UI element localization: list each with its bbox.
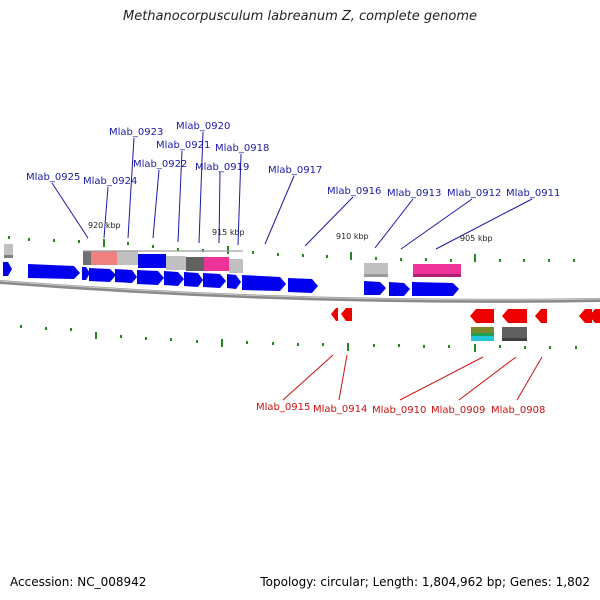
scale-label-910kbp: 910 kbp [336, 232, 369, 241]
reverse-scale-ticks [20, 325, 577, 352]
gene-label-mlab-0925[interactable]: Mlab_0925 [26, 172, 80, 183]
forward-feature-track [4, 244, 461, 277]
forward-gene-arrow[interactable] [82, 267, 90, 280]
forward-gene-arrow[interactable] [115, 269, 137, 283]
forward-gene-arrow[interactable] [412, 282, 459, 296]
forward-genes [3, 262, 459, 296]
gene-label-mlab-0921[interactable]: Mlab_0921 [156, 140, 210, 151]
feature-block[interactable] [138, 254, 166, 268]
feature-block-shadow [413, 274, 461, 277]
feature-block[interactable] [204, 257, 229, 271]
gene-label-mlab-0919[interactable]: Mlab_0919 [195, 162, 249, 173]
gene-label-mlab-0920[interactable]: Mlab_0920 [176, 121, 230, 132]
feature-block[interactable] [471, 336, 494, 341]
reverse-gene-arrow[interactable] [579, 309, 592, 323]
gene-label-mlab-0908[interactable]: Mlab_0908 [491, 405, 545, 416]
scale-label-905kbp: 905 kbp [460, 234, 493, 243]
feature-block[interactable] [4, 244, 13, 258]
feature-track-top-edge [83, 250, 243, 252]
gene-label-mlab-0914[interactable]: Mlab_0914 [313, 404, 367, 415]
gene-label-mlab-0922[interactable]: Mlab_0922 [133, 159, 187, 170]
gene-label-mlab-0912[interactable]: Mlab_0912 [447, 188, 501, 199]
genome-backbone [0, 280, 600, 303]
gene-label-mlab-0913[interactable]: Mlab_0913 [387, 188, 441, 199]
forward-gene-arrow[interactable] [28, 264, 80, 279]
feature-block[interactable] [471, 333, 494, 336]
gene-label-mlab-0924[interactable]: Mlab_0924 [83, 176, 137, 187]
feature-block-shadow [4, 255, 13, 258]
feature-block[interactable] [502, 327, 527, 341]
forward-gene-arrow[interactable] [389, 282, 410, 296]
genome-backbone-highlight [0, 280, 600, 301]
feature-block[interactable] [186, 257, 204, 271]
scale-label-915kbp: 915 kbp [212, 228, 245, 237]
feature-block[interactable] [471, 327, 494, 333]
forward-gene-arrow[interactable] [184, 272, 203, 287]
page-title: Methanocorpusculum labreanum Z, complete… [123, 9, 477, 24]
gene-label-mlab-0918[interactable]: Mlab_0918 [215, 143, 269, 154]
feature-block[interactable] [413, 264, 461, 277]
feature-block[interactable] [229, 259, 243, 273]
feature-block[interactable] [364, 263, 388, 277]
scale-label-920kbp: 920 kbp [88, 221, 121, 230]
gene-label-mlab-0917[interactable]: Mlab_0917 [268, 165, 322, 176]
feature-block[interactable] [91, 251, 117, 265]
accession-text: Accession: NC_008942 [10, 575, 147, 589]
forward-gene-labels: Mlab_0925 Mlab_0924 Mlab_0923 Mlab_0922 … [26, 121, 560, 199]
feature-block-shadow [502, 338, 527, 341]
reverse-feature-track [471, 327, 527, 341]
forward-gene-arrow[interactable] [364, 281, 386, 295]
gene-label-mlab-0909[interactable]: Mlab_0909 [431, 405, 485, 416]
reverse-gene-arrow[interactable] [502, 309, 527, 323]
feature-block[interactable] [83, 251, 91, 265]
forward-gene-arrow[interactable] [3, 262, 12, 276]
gene-label-mlab-0910[interactable]: Mlab_0910 [372, 405, 426, 416]
reverse-gene-arrow[interactable] [470, 309, 494, 323]
reverse-label-leaders [282, 354, 543, 401]
genome-summary-text: Topology: circular; Length: 1,804,962 bp… [260, 575, 590, 589]
forward-scale-ticks [8, 236, 575, 262]
forward-gene-arrow[interactable] [242, 275, 286, 291]
gene-label-mlab-0911[interactable]: Mlab_0911 [506, 188, 560, 199]
gene-label-mlab-0916[interactable]: Mlab_0916 [327, 186, 381, 197]
feature-block[interactable] [166, 256, 186, 270]
reverse-gene-arrow[interactable] [331, 308, 338, 321]
forward-gene-arrow[interactable] [203, 273, 226, 288]
forward-gene-arrow[interactable] [288, 278, 318, 293]
gene-label-mlab-0915[interactable]: Mlab_0915 [256, 402, 310, 413]
forward-label-leaders [51, 131, 533, 250]
reverse-gene-arrow[interactable] [589, 309, 600, 323]
reverse-gene-arrow[interactable] [341, 308, 352, 321]
forward-gene-arrow[interactable] [89, 268, 116, 282]
forward-gene-arrow[interactable] [164, 271, 184, 286]
feature-block-shadow [364, 274, 388, 277]
reverse-gene-arrow[interactable] [535, 309, 547, 323]
gene-label-mlab-0923[interactable]: Mlab_0923 [109, 127, 163, 138]
feature-block[interactable] [117, 251, 138, 265]
forward-gene-arrow[interactable] [227, 274, 241, 289]
forward-gene-arrow[interactable] [137, 270, 164, 285]
reverse-gene-labels: Mlab_0915 Mlab_0914 Mlab_0910 Mlab_0909 … [256, 402, 545, 416]
reverse-genes [331, 308, 600, 323]
